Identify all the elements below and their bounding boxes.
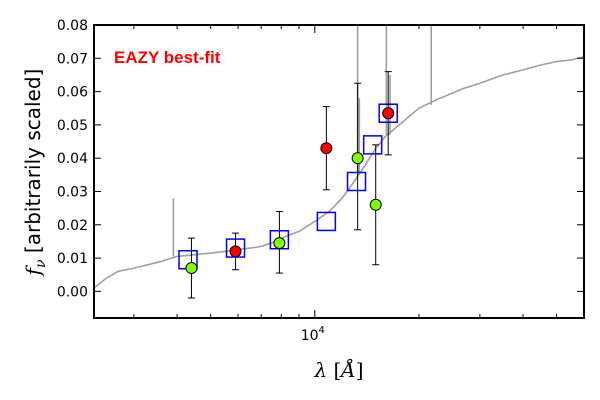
observed_detections-point-1 (273, 237, 286, 250)
model-square-3 (316, 211, 337, 232)
y-tick-label-5: 0.05 (57, 118, 88, 134)
y-tick-label-0: 0.00 (57, 284, 88, 300)
x-axis-label: λ [Å] (313, 357, 363, 382)
x-axis-label-unit: Å (339, 357, 355, 382)
model-square-4 (346, 171, 367, 192)
sed-template-line (94, 55, 584, 289)
observed_upper-point-0 (229, 245, 242, 258)
x-axis-label-symbol: λ (313, 358, 327, 382)
x-tick-label-exponent: 4 (319, 325, 325, 336)
plot-frame (93, 24, 585, 319)
observed_upper-point-2 (382, 107, 395, 120)
y-tick-label-3: 0.03 (57, 184, 88, 200)
chart-annotation: EAZY best-fit (114, 48, 221, 67)
x-tick-label: 104 (301, 325, 325, 344)
y-tick-label-8: 0.08 (57, 18, 88, 34)
x-axis-label-close: ] (356, 358, 364, 382)
model-square-5 (362, 135, 383, 155)
plot-contents (94, 25, 584, 299)
observed_detections-point-0 (185, 262, 198, 275)
y-axis-label: fν [arbitrarily scaled] (21, 69, 49, 278)
y-tick-label-4: 0.04 (57, 151, 88, 167)
x-tick-label-base: 10 (301, 328, 319, 344)
x-axis-label-open: [ (327, 358, 341, 382)
observed_detections-point-3 (369, 198, 382, 211)
observed_upper-point-1 (320, 142, 333, 155)
y-tick-label-2: 0.02 (57, 218, 88, 234)
y-axis-label-subscript: ν (33, 259, 49, 268)
y-tick-label-1: 0.01 (57, 251, 88, 267)
observed_detections-point-2 (351, 152, 364, 165)
y-tick-label-6: 0.06 (57, 85, 88, 101)
plot-area: 0.00 0.01 0.02 0.03 0.04 0.05 0.06 0.07 0.08 104 (57, 18, 585, 344)
y-axis-label-text: [arbitrarily scaled] (21, 69, 45, 260)
y-tick-label-7: 0.07 (57, 51, 88, 67)
